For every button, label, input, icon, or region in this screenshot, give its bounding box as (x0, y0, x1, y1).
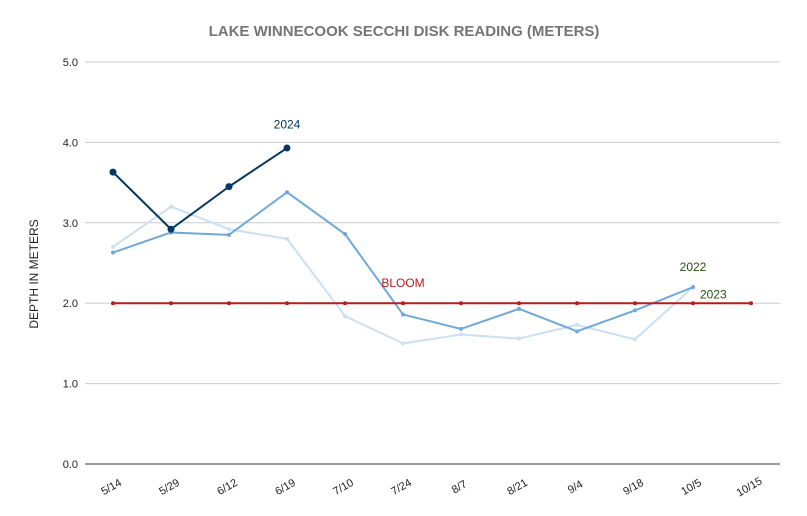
x-tick-label: 5/14 (99, 477, 124, 498)
data-point-s2023 (343, 314, 347, 319)
data-point-s2022 (285, 190, 289, 195)
x-tick-label: 7/24 (389, 477, 414, 498)
annotation-label: 2024 (274, 118, 301, 132)
y-tick-label: 3.0 (63, 218, 78, 230)
data-point-bloom (749, 301, 753, 306)
x-tick-label: 9/4 (566, 478, 585, 496)
data-point-s2022 (459, 326, 463, 331)
data-point-bloom (285, 301, 289, 306)
data-point-s2022 (227, 232, 231, 237)
x-tick-label: 5/29 (157, 477, 182, 498)
gridlines (85, 61, 780, 465)
series-lines (109, 144, 753, 346)
annotations: 2024 BLOOM 2022 2023 (274, 118, 727, 302)
data-point-s2023 (111, 244, 115, 249)
data-point-s2022 (691, 285, 695, 290)
x-tick-label: 6/19 (273, 477, 298, 498)
x-tick-labels: 5/14 5/29 6/12 6/19 7/10 7/24 8/7 8/21 9/4 9/18 10… (99, 475, 764, 499)
y-tick-label: 0.0 (63, 459, 78, 471)
data-point-bloom (459, 301, 463, 306)
data-point-s2023 (285, 236, 289, 241)
data-point-bloom (401, 301, 405, 306)
x-tick-label: 10/15 (735, 475, 765, 499)
data-point-s2024 (225, 183, 233, 191)
data-point-bloom (169, 301, 173, 306)
data-point-bloom (343, 301, 347, 306)
y-tick-labels: 0.0 1.0 2.0 3.0 4.0 5.0 (63, 57, 78, 471)
annotation-label: BLOOM (381, 276, 424, 290)
x-tick-label: 10/5 (679, 477, 704, 498)
data-point-s2024 (283, 144, 291, 152)
y-tick-label: 2.0 (63, 298, 78, 310)
data-point-s2023 (575, 322, 579, 327)
data-point-s2022 (401, 312, 405, 317)
data-point-s2024 (109, 168, 117, 176)
data-point-s2024 (167, 225, 175, 233)
data-point-s2023 (459, 332, 463, 337)
data-point-bloom (227, 301, 231, 306)
annotation-label: 2022 (680, 260, 707, 274)
data-point-s2023 (517, 336, 521, 341)
series-line-s2024 (112, 147, 288, 231)
data-point-s2023 (401, 341, 405, 346)
y-tick-label: 5.0 (63, 57, 78, 69)
annotation-label: 2023 (700, 287, 727, 301)
series-line-s2022 (112, 191, 694, 333)
x-tick-label: 7/10 (331, 477, 356, 498)
series-line-s2023 (112, 205, 694, 345)
data-point-bloom (517, 301, 521, 306)
data-point-s2023 (227, 227, 231, 232)
data-point-s2022 (575, 329, 579, 334)
data-point-s2022 (633, 308, 637, 313)
y-axis-label: DEPTH IN METERS (27, 219, 41, 328)
data-point-bloom (633, 301, 637, 306)
data-point-s2022 (517, 306, 521, 311)
data-point-bloom (111, 301, 115, 306)
y-tick-label: 1.0 (63, 379, 78, 391)
data-point-s2023 (633, 337, 637, 342)
x-tick-label: 8/7 (450, 478, 469, 496)
y-tick-label: 4.0 (63, 137, 78, 149)
x-tick-label: 9/18 (621, 477, 646, 498)
data-point-s2022 (111, 250, 115, 255)
data-point-bloom (691, 301, 695, 306)
data-point-s2023 (169, 204, 173, 209)
x-tick-label: 8/21 (505, 477, 530, 498)
x-tick-label: 6/12 (215, 477, 240, 498)
data-point-s2022 (343, 232, 347, 237)
chart-title: LAKE WINNECOOK SECCHI DISK READING (METE… (209, 23, 600, 40)
data-point-bloom (575, 301, 579, 306)
